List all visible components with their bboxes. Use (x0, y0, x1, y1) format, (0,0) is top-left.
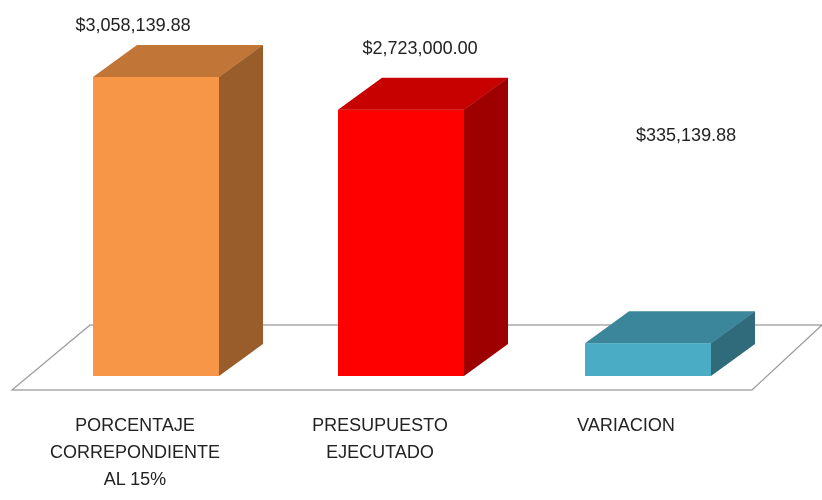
value-label: $2,723,000.00 (362, 38, 478, 58)
bar (338, 109, 464, 377)
value-label: $335,139.88 (636, 125, 737, 145)
x-tick-label: VARIACION (577, 415, 675, 435)
bar-top (585, 311, 755, 344)
bar-top (338, 77, 508, 110)
x-tick-label: PRESUPUESTO EJECUTADO (312, 415, 448, 462)
bar-side (219, 45, 263, 376)
bar-side (711, 311, 755, 376)
bar-side (464, 77, 508, 377)
bar (93, 77, 219, 376)
bar-top (93, 45, 263, 77)
value-label: $3,058,139.88 (75, 15, 191, 35)
bar (585, 343, 711, 376)
x-tick-label: PORCENTAJE CORREPONDIENTE AL 15% (49, 415, 220, 489)
